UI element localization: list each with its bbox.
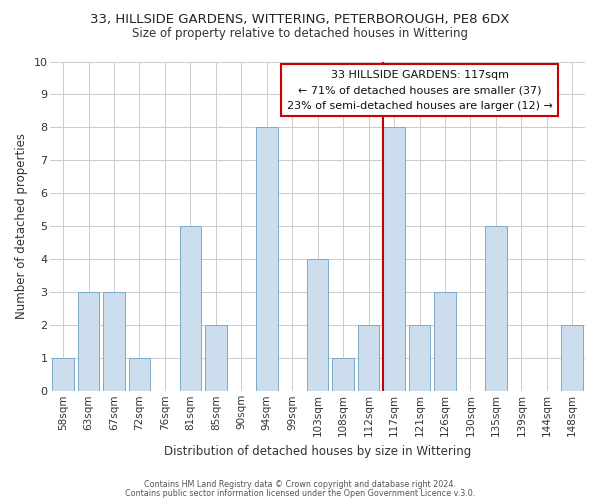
Bar	[128, 358, 150, 392]
Bar	[307, 260, 328, 392]
Bar	[179, 226, 201, 392]
Bar	[205, 326, 227, 392]
Bar	[562, 326, 583, 392]
Text: Contains public sector information licensed under the Open Government Licence v.: Contains public sector information licen…	[125, 489, 475, 498]
Bar	[409, 326, 430, 392]
Text: 33, HILLSIDE GARDENS, WITTERING, PETERBOROUGH, PE8 6DX: 33, HILLSIDE GARDENS, WITTERING, PETERBO…	[91, 12, 509, 26]
Text: Contains HM Land Registry data © Crown copyright and database right 2024.: Contains HM Land Registry data © Crown c…	[144, 480, 456, 489]
Bar	[434, 292, 456, 392]
Text: Size of property relative to detached houses in Wittering: Size of property relative to detached ho…	[132, 28, 468, 40]
Bar	[383, 128, 405, 392]
Bar	[103, 292, 125, 392]
Y-axis label: Number of detached properties: Number of detached properties	[15, 134, 28, 320]
Bar	[78, 292, 100, 392]
Text: 33 HILLSIDE GARDENS: 117sqm
← 71% of detached houses are smaller (37)
23% of sem: 33 HILLSIDE GARDENS: 117sqm ← 71% of det…	[287, 70, 553, 111]
Bar	[485, 226, 507, 392]
Bar	[256, 128, 278, 392]
Bar	[358, 326, 379, 392]
Bar	[332, 358, 354, 392]
Bar	[52, 358, 74, 392]
X-axis label: Distribution of detached houses by size in Wittering: Distribution of detached houses by size …	[164, 444, 471, 458]
